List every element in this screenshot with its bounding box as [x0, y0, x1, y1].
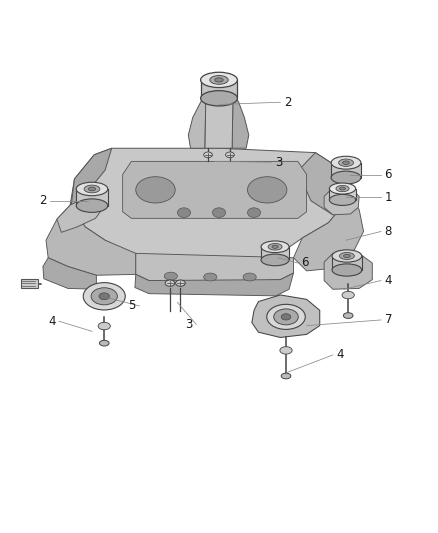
Polygon shape — [123, 161, 307, 219]
Ellipse shape — [342, 292, 354, 299]
Polygon shape — [136, 253, 293, 283]
Ellipse shape — [331, 171, 361, 184]
Ellipse shape — [261, 241, 289, 253]
Ellipse shape — [98, 322, 110, 330]
Polygon shape — [46, 205, 136, 275]
Polygon shape — [70, 148, 350, 266]
Ellipse shape — [76, 182, 108, 196]
Text: 3: 3 — [185, 318, 193, 331]
Ellipse shape — [204, 273, 217, 281]
Ellipse shape — [215, 78, 223, 82]
Ellipse shape — [272, 245, 278, 248]
Text: 2: 2 — [284, 96, 291, 109]
Ellipse shape — [201, 72, 237, 87]
Polygon shape — [298, 152, 350, 215]
Ellipse shape — [247, 177, 287, 203]
Text: 6: 6 — [385, 168, 392, 181]
Ellipse shape — [339, 159, 353, 166]
Polygon shape — [57, 194, 105, 232]
Text: 4: 4 — [385, 274, 392, 287]
Polygon shape — [135, 273, 293, 296]
Text: 8: 8 — [385, 225, 392, 238]
Ellipse shape — [204, 152, 212, 158]
Polygon shape — [293, 197, 364, 271]
Ellipse shape — [164, 272, 177, 280]
Ellipse shape — [281, 314, 291, 320]
Text: 5: 5 — [128, 300, 136, 312]
Ellipse shape — [176, 280, 185, 286]
Ellipse shape — [91, 288, 117, 305]
Polygon shape — [331, 163, 361, 177]
Polygon shape — [201, 80, 237, 98]
Ellipse shape — [332, 250, 362, 262]
Polygon shape — [205, 93, 233, 148]
Ellipse shape — [339, 187, 346, 190]
Ellipse shape — [99, 293, 110, 300]
Ellipse shape — [212, 208, 226, 217]
Ellipse shape — [336, 185, 349, 192]
Polygon shape — [188, 93, 206, 148]
Ellipse shape — [281, 373, 291, 379]
Ellipse shape — [247, 208, 261, 217]
Ellipse shape — [268, 244, 282, 250]
Text: 3: 3 — [275, 156, 283, 169]
Ellipse shape — [84, 185, 100, 193]
Polygon shape — [76, 189, 108, 206]
Ellipse shape — [99, 340, 109, 346]
Ellipse shape — [205, 87, 233, 100]
Text: 4: 4 — [48, 315, 56, 328]
Text: 6: 6 — [301, 256, 309, 270]
Polygon shape — [324, 188, 359, 215]
Ellipse shape — [210, 76, 228, 84]
Ellipse shape — [177, 208, 191, 217]
Ellipse shape — [83, 282, 125, 310]
Polygon shape — [329, 189, 356, 200]
Ellipse shape — [329, 183, 356, 194]
Ellipse shape — [343, 161, 350, 165]
Ellipse shape — [201, 91, 237, 106]
Ellipse shape — [136, 177, 175, 203]
Ellipse shape — [343, 313, 353, 318]
Text: 2: 2 — [39, 195, 47, 207]
Polygon shape — [252, 295, 320, 337]
Ellipse shape — [339, 253, 354, 260]
Ellipse shape — [280, 346, 292, 354]
Bar — [21, 279, 38, 288]
Polygon shape — [332, 256, 362, 270]
Ellipse shape — [226, 152, 234, 158]
Polygon shape — [70, 148, 112, 215]
Polygon shape — [261, 247, 289, 260]
Ellipse shape — [261, 254, 289, 266]
Text: 4: 4 — [336, 349, 344, 361]
Ellipse shape — [332, 264, 362, 276]
Text: 7: 7 — [385, 313, 392, 326]
Ellipse shape — [243, 273, 256, 281]
Ellipse shape — [274, 309, 298, 325]
Ellipse shape — [267, 304, 305, 329]
Polygon shape — [43, 258, 96, 289]
Ellipse shape — [88, 187, 95, 191]
Ellipse shape — [76, 199, 108, 212]
Ellipse shape — [331, 156, 361, 169]
Ellipse shape — [343, 254, 350, 257]
Polygon shape — [232, 93, 249, 148]
Ellipse shape — [165, 280, 175, 286]
Polygon shape — [324, 253, 372, 289]
Ellipse shape — [329, 195, 356, 205]
Text: 1: 1 — [385, 191, 392, 204]
